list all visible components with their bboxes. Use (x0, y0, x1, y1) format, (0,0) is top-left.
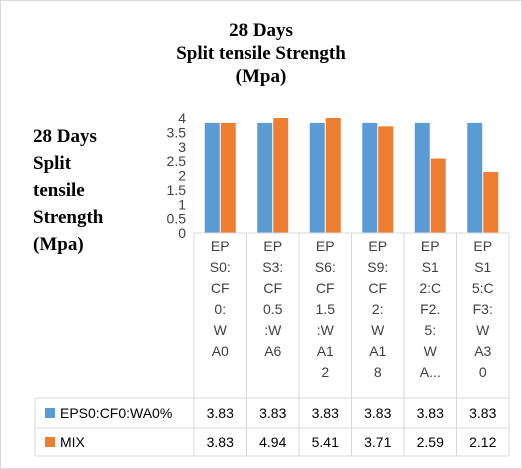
data-table-value: 3.71 (364, 434, 391, 450)
category-label: EP (316, 238, 335, 254)
category-label: A... (420, 364, 441, 380)
category-label: 8 (374, 364, 382, 380)
category-label: S3: (262, 259, 283, 275)
category-label: A0 (212, 343, 229, 359)
chart-title-line: (Mpa) (235, 66, 287, 87)
category-label: F3: (473, 301, 493, 317)
category-label: CF (263, 280, 282, 296)
y-tick-label: 3 (178, 139, 186, 155)
category-label: S0: (210, 259, 231, 275)
category-label: A1 (317, 343, 334, 359)
category-label: EP (263, 238, 282, 254)
y-axis-title-line: Split (33, 153, 72, 174)
y-tick-label: 3.5 (167, 124, 187, 140)
category-label: 1.5 (316, 301, 336, 317)
bar-baseline (414, 122, 430, 233)
data-table-value: 3.83 (469, 405, 496, 421)
category-label: A6 (264, 343, 281, 359)
data-table-value: 4.94 (259, 434, 286, 450)
data-table-value: 5.41 (312, 434, 339, 450)
category-label: 5: (424, 322, 436, 338)
category-label: S9: (367, 259, 388, 275)
category-label: W (214, 322, 228, 338)
bar-baseline (309, 122, 325, 233)
data-table-value: 3.83 (207, 434, 234, 450)
bar-baseline (204, 122, 220, 233)
chart-title: 28 Days Split tensile Strength (Mpa) (141, 19, 381, 88)
legend-key-baseline (45, 408, 55, 418)
category-label: 0.5 (263, 301, 283, 317)
data-table-value: 2.59 (417, 434, 444, 450)
legend-key-mix (45, 437, 55, 447)
data-table-value: 2.12 (469, 434, 496, 450)
category-label: 2: (372, 301, 384, 317)
y-tick-label: 4 (178, 110, 186, 126)
y-tick-label: 0 (178, 225, 186, 241)
y-axis-title-line: Strength (33, 207, 104, 228)
category-label: EP (473, 238, 492, 254)
category-label: F2. (420, 301, 440, 317)
bar-mix (220, 122, 236, 233)
y-axis-title-line: tensile (33, 180, 85, 201)
category-label: CF (211, 280, 230, 296)
series-name: MIX (60, 434, 86, 450)
category-label: W (371, 322, 385, 338)
y-axis-title: 28 Days Split tensile Strength (Mpa) (33, 123, 143, 258)
category-label: 2:C (419, 280, 441, 296)
data-table-value: 3.83 (417, 405, 444, 421)
bar-mix (378, 126, 394, 233)
category-label: :W (317, 322, 335, 338)
category-label: CF (316, 280, 335, 296)
category-label: S6: (315, 259, 336, 275)
series-name: EPS0:CF0:WA0% (60, 405, 172, 421)
y-tick-label: 1 (178, 196, 186, 212)
bar-baseline (362, 122, 378, 233)
data-table-value: 3.83 (259, 405, 286, 421)
chart-title-line: 28 Days (229, 20, 293, 41)
y-tick-label: 0.5 (167, 211, 187, 227)
category-label: 5:C (472, 280, 494, 296)
bar-mix (483, 172, 499, 233)
y-tick-label: 2 (178, 168, 186, 184)
category-label: S1 (422, 259, 439, 275)
y-axis-title-line: 28 Days (33, 126, 97, 147)
y-tick-label: 2.5 (167, 153, 187, 169)
category-label: EP (211, 238, 230, 254)
category-label: A1 (369, 343, 386, 359)
data-table-value: 3.83 (207, 405, 234, 421)
category-label: 0 (479, 364, 487, 380)
category-label: :W (264, 322, 282, 338)
chart-title-line: Split tensile Strength (176, 43, 346, 64)
bar-mix (325, 118, 341, 233)
bar-mix (430, 158, 446, 233)
category-label: 0: (214, 301, 226, 317)
bar-mix (273, 118, 289, 233)
bar-baseline (467, 122, 483, 233)
category-label: EP (368, 238, 387, 254)
category-label: 2 (321, 364, 329, 380)
data-table-value: 3.83 (364, 405, 391, 421)
category-label: W (424, 343, 438, 359)
y-tick-label: 1.5 (167, 182, 187, 198)
y-axis-title-line: (Mpa) (33, 234, 84, 255)
bar-baseline (257, 122, 273, 233)
category-label: EP (421, 238, 440, 254)
category-label: CF (368, 280, 387, 296)
category-label: A3 (474, 343, 491, 359)
data-table-value: 3.83 (312, 405, 339, 421)
category-label: W (476, 322, 490, 338)
category-label: S1 (474, 259, 491, 275)
